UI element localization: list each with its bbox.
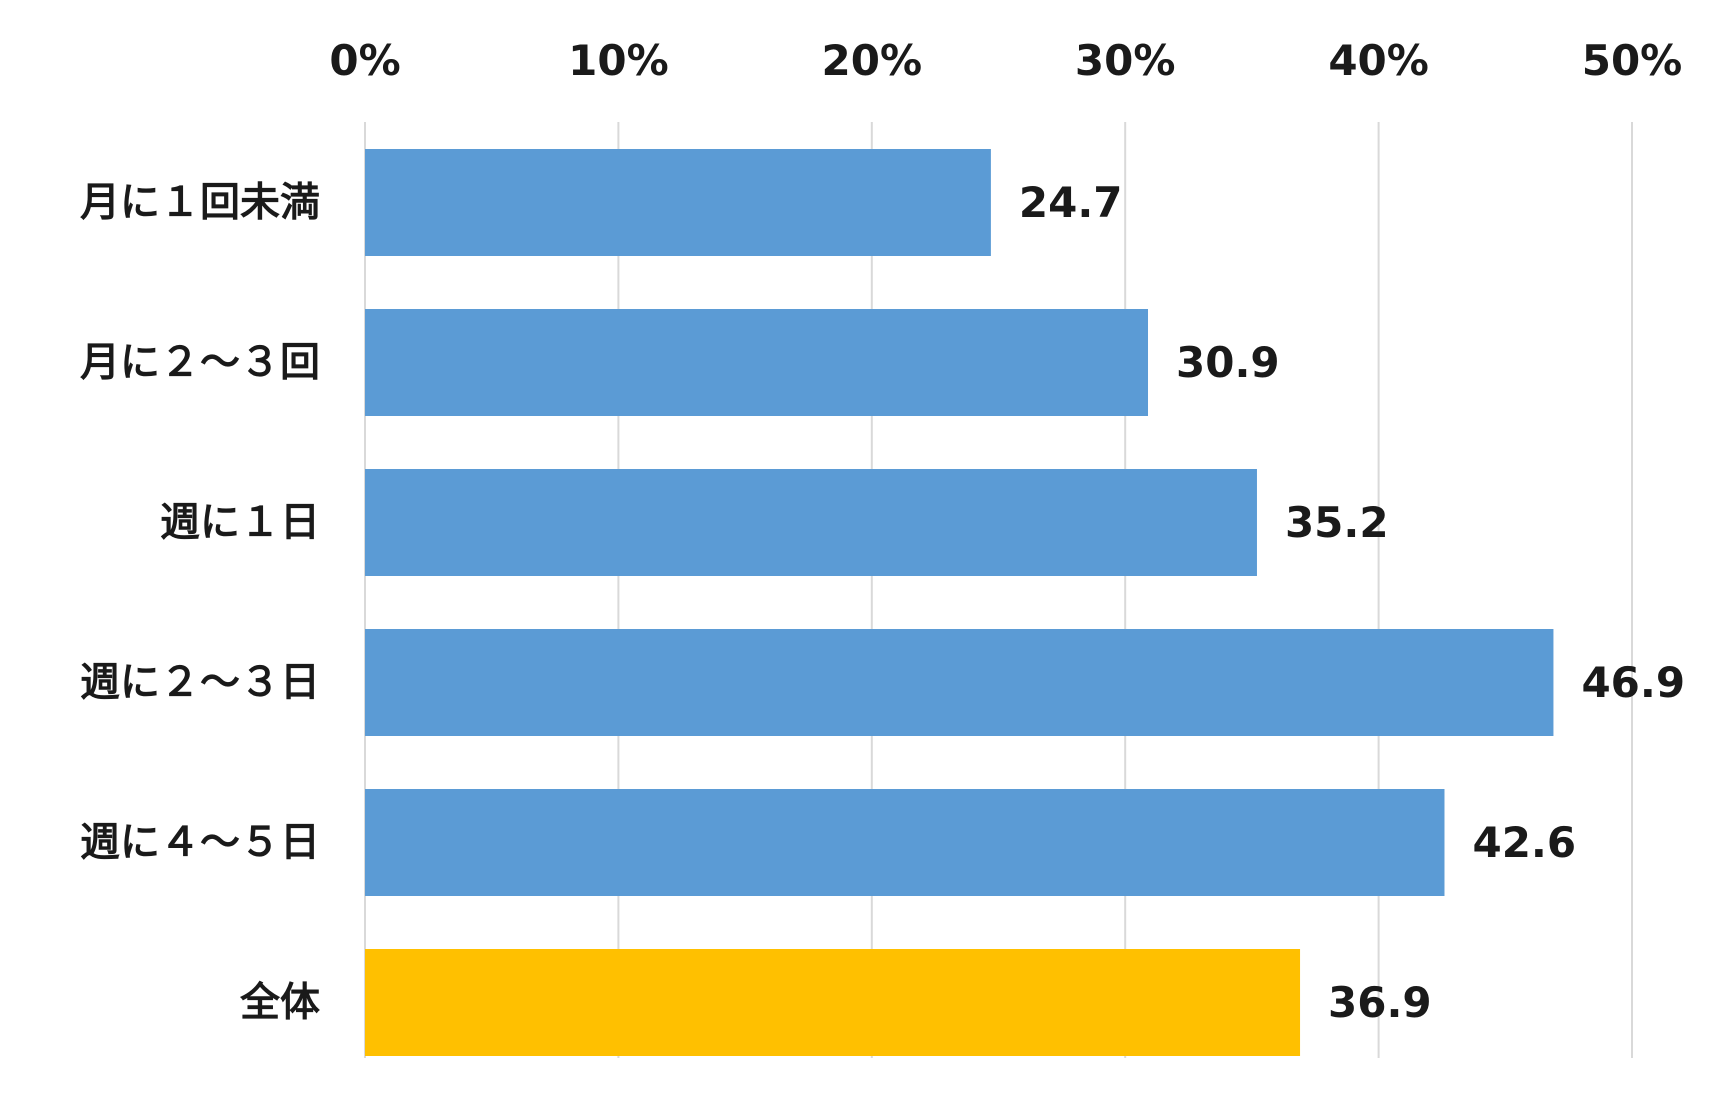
category-label: 週に４～５日 (80, 820, 320, 866)
x-axis-ticks: 0% 10% 20% 30% 40% 50% (329, 36, 1682, 85)
bar (365, 149, 991, 256)
data-label: 35.2 (1285, 498, 1389, 547)
bar (365, 629, 1554, 736)
data-label: 46.9 (1581, 658, 1685, 707)
x-tick-label: 0% (329, 36, 400, 85)
category-label: 全体 (239, 980, 320, 1026)
x-tick-label: 30% (1075, 36, 1176, 85)
data-label: 36.9 (1328, 978, 1432, 1027)
bar (365, 469, 1257, 576)
category-label: 月に２～３回 (80, 340, 320, 386)
data-label: 24.7 (1019, 178, 1123, 227)
bar (365, 309, 1149, 416)
data-label: 42.6 (1472, 818, 1576, 867)
bar (365, 789, 1445, 896)
category-label: 週に１日 (160, 500, 320, 546)
x-tick-label: 40% (1328, 36, 1429, 85)
x-tick-label: 10% (568, 36, 669, 85)
x-tick-label: 50% (1582, 36, 1683, 85)
data-label: 30.9 (1176, 338, 1280, 387)
category-label: 月に１回未満 (80, 180, 320, 226)
bars (365, 149, 1554, 1056)
bar (365, 949, 1301, 1056)
x-tick-label: 20% (822, 36, 923, 85)
gridlines (364, 122, 1633, 1058)
data-labels: 24.7 30.9 35.2 46.9 42.6 36.9 (1019, 178, 1685, 1027)
category-label: 週に２～３日 (80, 660, 320, 706)
